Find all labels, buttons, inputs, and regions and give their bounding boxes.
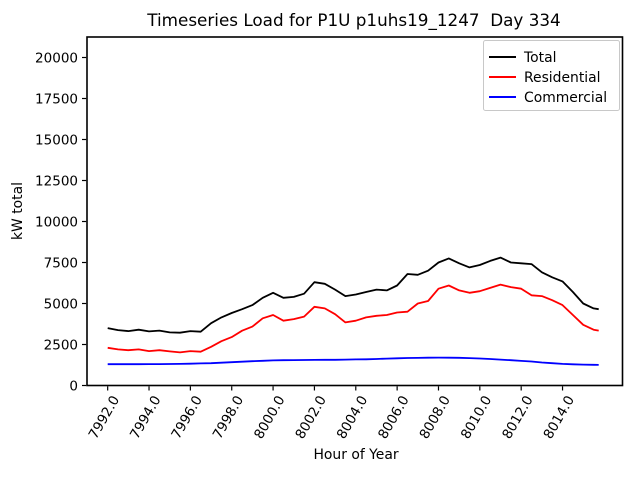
series-line-commercial: [107, 356, 599, 366]
legend-entry-residential: Residential: [489, 70, 601, 86]
x-tick-label: 8000.0: [251, 393, 288, 442]
series-line-total: [107, 256, 599, 334]
y-tick-label: 0: [69, 378, 78, 394]
legend-label-commercial: Commercial: [524, 90, 607, 106]
x-tick-label: 8012.0: [499, 393, 536, 442]
y-tick-label: 17500: [35, 91, 78, 107]
x-tick-label: 8004.0: [334, 393, 371, 442]
series-lines: [107, 256, 599, 366]
x-tick-label: 8014.0: [541, 393, 578, 442]
chart-title: Timeseries Load for P1U p1uhs19_1247 Day…: [146, 10, 560, 31]
legend: Total Residential Commercial: [483, 40, 620, 111]
x-axis-label: Hour of Year: [313, 447, 398, 463]
x-axis-ticks: 7992.0 7994.0 7996.0 7998.0 8000.0 8002.0 8004…: [86, 386, 578, 442]
legend-label-residential: Residential: [524, 70, 601, 86]
y-tick-label: 5000: [44, 296, 78, 312]
x-tick-label: 7998.0: [210, 393, 247, 442]
y-axis-label: kW total: [10, 182, 26, 240]
legend-entry-commercial: Commercial: [489, 90, 607, 106]
y-tick-label: 2500: [44, 337, 78, 353]
series-line-residential: [107, 283, 599, 354]
x-tick-label: 8002.0: [292, 393, 329, 442]
y-tick-label: 20000: [35, 50, 78, 66]
y-axis-ticks: 0 2500 5000 7500 10000 12500 15000 17500 20000: [35, 50, 87, 394]
y-tick-label: 7500: [44, 255, 78, 271]
x-tick-label: 8010.0: [458, 393, 495, 442]
legend-label-total: Total: [523, 50, 556, 66]
x-tick-label: 8006.0: [375, 393, 412, 442]
x-tick-label: 7994.0: [127, 393, 164, 442]
y-tick-label: 12500: [35, 173, 78, 189]
x-tick-label: 8008.0: [416, 393, 453, 442]
axes-frame: [86, 36, 624, 387]
x-tick-label: 7996.0: [168, 393, 205, 442]
y-tick-label: 15000: [35, 132, 78, 148]
legend-entry-total: Total: [489, 50, 556, 66]
y-tick-label: 10000: [35, 214, 78, 230]
legend-box: [483, 40, 620, 111]
x-tick-label: 7992.0: [86, 393, 123, 442]
